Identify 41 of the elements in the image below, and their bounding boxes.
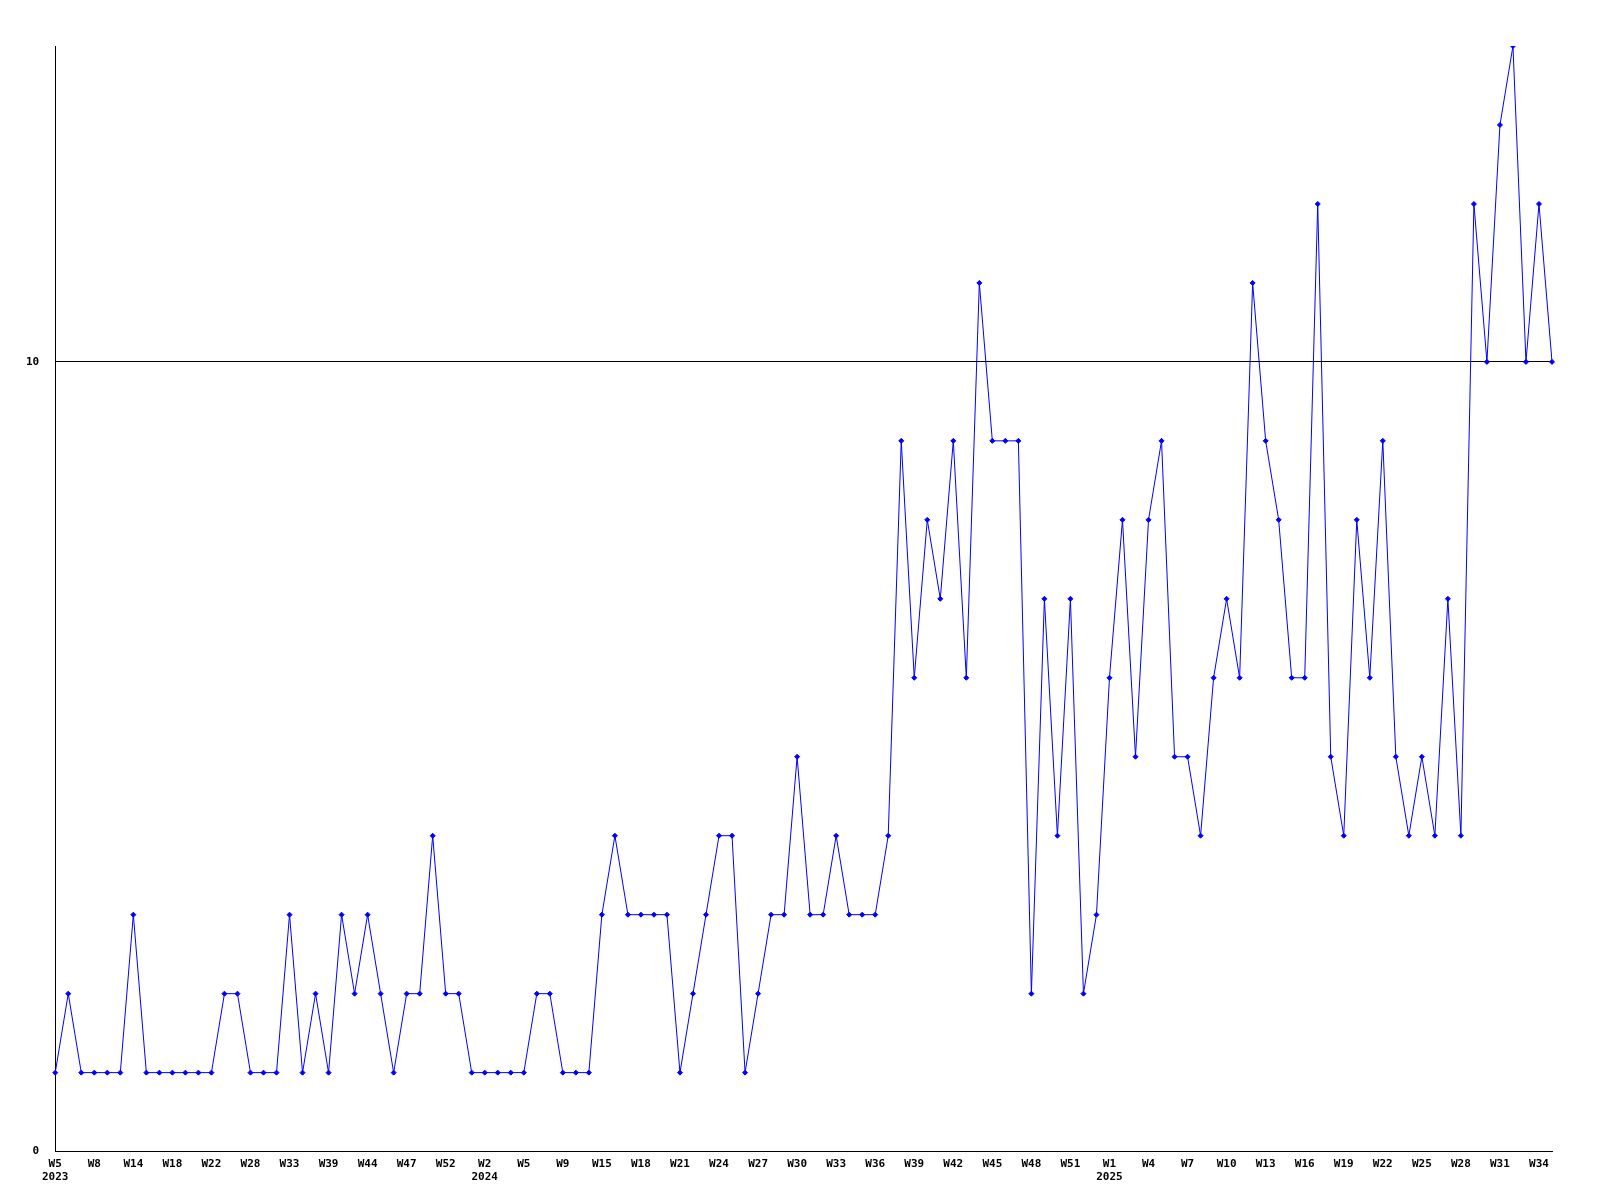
x-tick-label: W33 xyxy=(826,1157,847,1171)
x-tick-label: W19 xyxy=(1333,1157,1354,1171)
x-tick-label: W30 xyxy=(787,1157,808,1171)
x-tick-label: W45 xyxy=(982,1157,1003,1171)
x-tick-label: W34 xyxy=(1529,1157,1550,1171)
x-tick-label: W9 xyxy=(556,1157,570,1171)
x-tick-label: W25 xyxy=(1411,1157,1432,1171)
x-tick-label: W28 xyxy=(240,1157,261,1171)
x-tick-label: W15 xyxy=(591,1157,612,1171)
x-tick-label: W2 2024 xyxy=(471,1157,499,1184)
x-tick-label: W33 xyxy=(279,1157,300,1171)
y-tick-label: 0 xyxy=(32,1144,40,1158)
x-tick-label: W1 2025 xyxy=(1096,1157,1123,1184)
x-tick-label: W39 xyxy=(904,1157,925,1171)
x-tick-label: W47 xyxy=(396,1157,417,1171)
x-tick-label: W48 xyxy=(1021,1157,1042,1171)
x-tick-label: W42 xyxy=(943,1157,964,1171)
x-tick-label: W10 xyxy=(1216,1157,1237,1171)
x-tick-label: W51 xyxy=(1060,1157,1081,1171)
x-tick-label: W36 xyxy=(865,1157,886,1171)
x-tick-label: W22 xyxy=(201,1157,222,1171)
x-tick-label: W39 xyxy=(318,1157,339,1171)
x-tick-label: W21 xyxy=(670,1157,691,1171)
x-tick-label: W18 xyxy=(630,1157,651,1171)
x-tick-label: W5 2023 xyxy=(42,1157,69,1184)
x-tick-label: W22 xyxy=(1372,1157,1393,1171)
x-tick-label: W16 xyxy=(1294,1157,1316,1171)
x-tick-label: W7 xyxy=(1180,1157,1195,1171)
x-tick-label: W4 xyxy=(1141,1157,1156,1171)
x-tick-label: W27 xyxy=(748,1157,769,1171)
x-tick-label: W18 xyxy=(162,1157,183,1171)
x-tick-label: W52 xyxy=(435,1157,456,1171)
x-tick-label: W24 xyxy=(709,1157,730,1171)
x-tick-label: W5 xyxy=(517,1157,531,1171)
x-tick-label: W8 xyxy=(87,1157,101,1171)
x-tick-label: W28 xyxy=(1450,1157,1471,1171)
x-tick-label: W44 xyxy=(357,1157,378,1171)
x-tick-label: W14 xyxy=(123,1157,144,1171)
x-tick-label: W31 xyxy=(1490,1157,1511,1171)
y-tick-label: 10 xyxy=(26,354,40,368)
x-tick-label: W13 xyxy=(1255,1157,1276,1171)
